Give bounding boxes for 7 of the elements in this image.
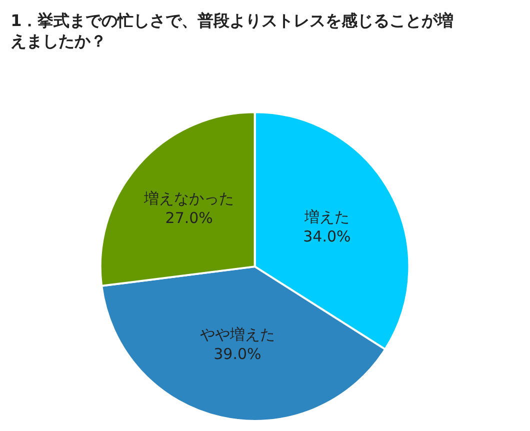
data-label: 34.0%: [303, 228, 351, 246]
chart-title: 1．挙式までの忙しさで、普段よりストレスを感じることが増えましたか？: [10, 10, 454, 51]
slice-label: 増えなかった: [143, 189, 234, 208]
data-label: 27.0%: [165, 208, 213, 227]
slice-label: 増えた: [303, 208, 350, 226]
data-label: 39.0%: [214, 344, 262, 363]
slice-label: やや増えた: [200, 325, 275, 344]
